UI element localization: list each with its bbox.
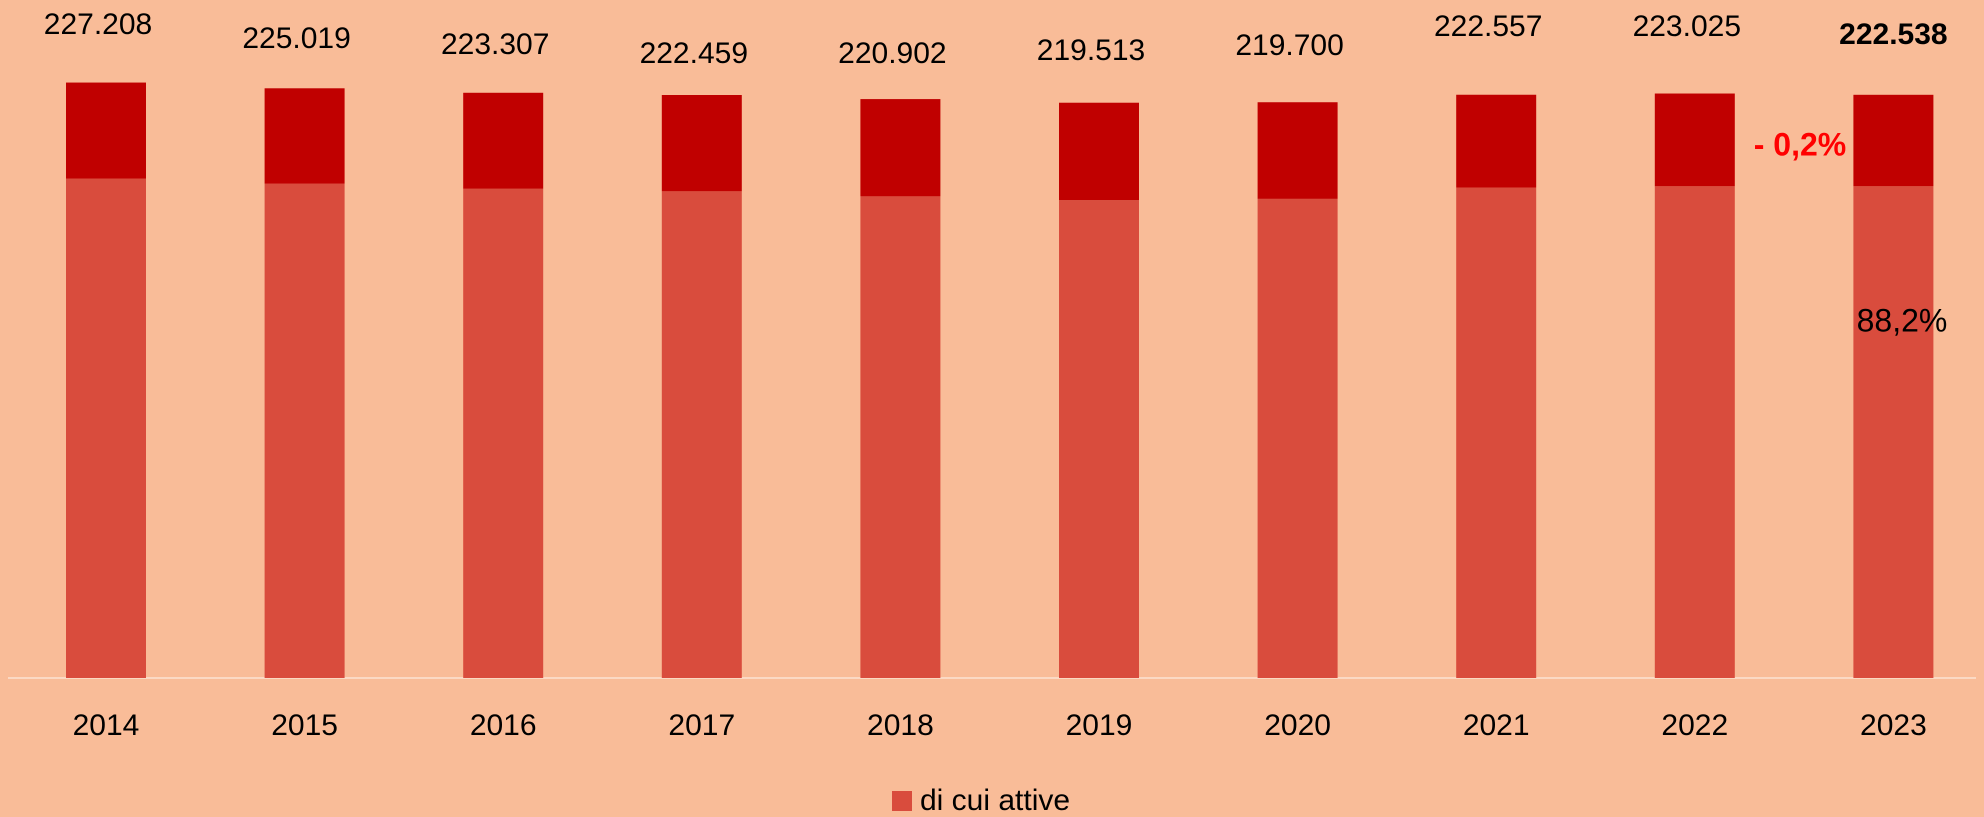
- legend-label: di cui attive: [920, 784, 1070, 817]
- bar-segment: [264, 88, 345, 184]
- x-tick-label: 2016: [470, 709, 537, 742]
- total-label: 227.208: [44, 8, 152, 41]
- total-label: 222.538: [1839, 18, 1947, 51]
- bar-segment: [1853, 94, 1934, 187]
- bar-segment: [1853, 186, 1934, 678]
- annotation: 88,2%: [1857, 302, 1948, 338]
- total-label: 219.513: [1037, 34, 1145, 67]
- x-tick-label: 2022: [1661, 709, 1728, 742]
- bar-segment: [1654, 186, 1735, 678]
- x-tick-label: 2019: [1066, 709, 1133, 742]
- x-tick-label: 2021: [1463, 709, 1530, 742]
- total-label: 222.557: [1434, 10, 1542, 43]
- annotation: - 0,2%: [1754, 126, 1846, 162]
- x-tick-label: 2014: [73, 709, 140, 742]
- total-label: 223.025: [1633, 10, 1741, 43]
- bar-segment: [661, 191, 742, 678]
- bar-segment: [1456, 187, 1537, 678]
- bar-segment: [1059, 200, 1139, 678]
- total-label: 220.902: [838, 37, 946, 70]
- x-tick-label: 2023: [1860, 709, 1927, 742]
- total-label: 225.019: [242, 22, 350, 55]
- x-tick-label: 2015: [271, 709, 338, 742]
- bar-segment: [1257, 102, 1338, 199]
- bar-segment: [463, 188, 544, 678]
- bar-segment: [66, 178, 146, 679]
- bar-segment: [1059, 102, 1139, 201]
- total-label: 222.459: [640, 37, 748, 70]
- bar-segment: [860, 196, 941, 678]
- x-tick-label: 2018: [867, 709, 934, 742]
- x-tick-label: 2020: [1264, 709, 1331, 742]
- bar-segment: [661, 95, 742, 192]
- bar-segment: [860, 99, 941, 197]
- total-label: 223.307: [441, 28, 549, 61]
- bar-segment: [1257, 198, 1338, 678]
- bar-segment: [1456, 94, 1537, 188]
- bar-segment: [1654, 93, 1735, 187]
- legend-swatch: [892, 791, 912, 811]
- bar-segment: [66, 82, 146, 179]
- total-label: 219.700: [1235, 29, 1343, 62]
- bar-segment: [463, 92, 544, 189]
- x-tick-label: 2017: [668, 709, 735, 742]
- bar-segment: [264, 183, 345, 678]
